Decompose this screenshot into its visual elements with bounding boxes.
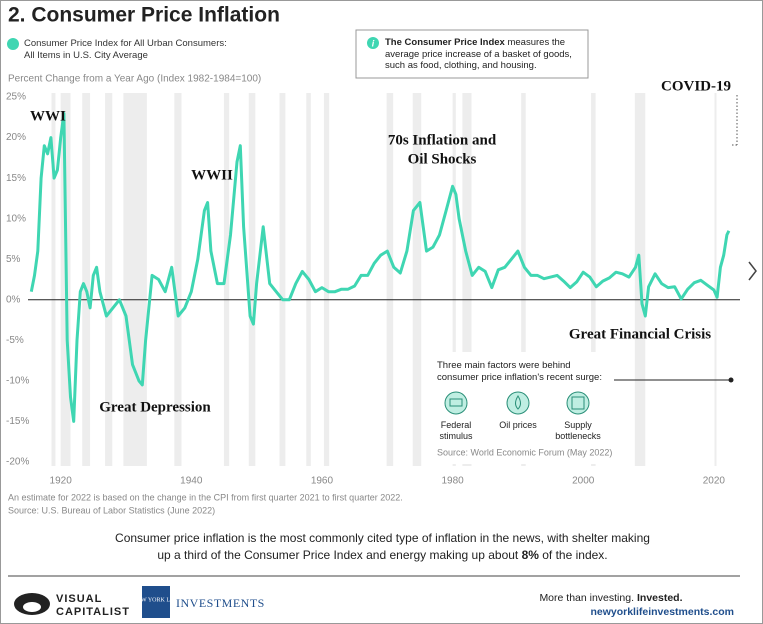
y-tick-label: -5%	[6, 335, 24, 346]
inset-pointer-dot	[728, 377, 734, 383]
chart-title: 2. Consumer Price Inflation	[8, 4, 280, 27]
inset-heading: Three main factors were behind consumer …	[437, 360, 602, 383]
shaded-period	[386, 93, 394, 466]
shaded-period	[123, 93, 147, 466]
y-tick-label: 10%	[6, 213, 26, 224]
shaded-period	[462, 93, 472, 466]
x-tick-label: 1940	[180, 476, 203, 487]
brand: CAPITALIST	[56, 606, 130, 618]
info-icon	[367, 37, 379, 49]
annotation: Great Financial Crisis	[569, 326, 711, 342]
info-box	[355, 29, 589, 79]
y-tick-label: 25%	[6, 92, 26, 103]
y-tick-label: -10%	[6, 375, 29, 386]
info-icon-glyph: i	[372, 38, 375, 48]
y-axis-label: Percent Change from a Year Ago (Index 19…	[8, 74, 261, 85]
icon-supply	[566, 391, 590, 415]
summary-text: of the index.	[538, 548, 608, 562]
shaded-period	[452, 93, 456, 466]
shaded-period	[174, 93, 182, 466]
legend-swatch	[7, 38, 19, 50]
factor: Supply bottlenecks	[555, 420, 601, 441]
note: Source: U.S. Bureau of Labor Statistics …	[8, 505, 215, 515]
shaded-period	[82, 93, 91, 466]
shaded-period	[521, 93, 526, 466]
plot: 25% 20% 15% 10% 5% 0% -5% -10% -15% -20% 1920 1940 1…	[6, 78, 740, 487]
tagline: More than investing.	[539, 592, 634, 604]
icon-stimulus	[444, 391, 468, 415]
shaded-period	[51, 93, 56, 466]
y-tick-label: 20%	[6, 132, 26, 143]
vc-logo-mark	[23, 602, 41, 612]
y-tick-label: 15%	[6, 173, 26, 184]
nyl-logo-text: NEW YORK LIFE	[133, 597, 179, 603]
annotation: 70s Inflation and	[388, 132, 497, 148]
summary-bold: 8%	[521, 548, 539, 562]
y-tick-label: 5%	[6, 254, 21, 265]
shaded-period	[323, 93, 330, 466]
nyl-logo	[142, 586, 170, 618]
shaded-period	[223, 93, 230, 466]
legend-label: Consumer Price Index for All Urban Consu…	[24, 38, 227, 61]
shaded-period	[248, 93, 256, 466]
x-tick-label: 1980	[441, 476, 464, 487]
nyl-investments: INVESTMENTS	[176, 596, 265, 610]
factor: Federal stimulus	[439, 420, 473, 441]
tagline-bold: Invested.	[637, 592, 683, 604]
annotation: Great Depression	[99, 399, 211, 415]
icon-oil	[506, 391, 530, 415]
icon-supply	[571, 396, 585, 410]
scroll-chevron	[748, 261, 757, 281]
shaded-period	[279, 93, 286, 466]
y-tick-label: -20%	[6, 457, 29, 468]
shaded-period	[714, 93, 717, 466]
y-tick-label: -15%	[6, 416, 29, 427]
annotation: Oil Shocks	[408, 151, 477, 167]
url: newyorklifeinvestments.com	[590, 606, 734, 618]
vc-logo	[14, 593, 50, 615]
inset-source: Source: World Economic Forum (May 2022)	[437, 447, 612, 457]
x-tick-label: 2020	[703, 476, 726, 487]
shaded-period	[105, 93, 113, 466]
info-text: The Consumer Price Index measures the av…	[385, 37, 581, 72]
annotation: WWI	[30, 108, 66, 124]
x-tick-label: 2000	[572, 476, 595, 487]
note: An estimate for 2022 is based on the cha…	[8, 492, 403, 502]
icon-stimulus	[449, 398, 463, 407]
brand: VISUAL	[56, 593, 102, 605]
x-tick-label: 1960	[311, 476, 334, 487]
factor-icons	[444, 391, 590, 415]
annotation: COVID-19	[661, 78, 731, 94]
summary: Consumer price inflation is the most com…	[110, 530, 655, 564]
factor: Oil prices	[499, 420, 537, 430]
icon-oil	[515, 395, 521, 410]
annotation: WWII	[191, 167, 233, 183]
info-lead: The Consumer Price Index	[385, 37, 505, 48]
info-body: measures the average price increase of a…	[385, 37, 572, 71]
y-tick-label: 0%	[6, 294, 21, 305]
summary-text: Consumer price inflation is the most com…	[115, 531, 650, 562]
x-tick-label: 1920	[50, 476, 73, 487]
cpi-line	[29, 111, 731, 423]
shaded-period	[412, 93, 422, 466]
shaded-period	[591, 93, 596, 466]
